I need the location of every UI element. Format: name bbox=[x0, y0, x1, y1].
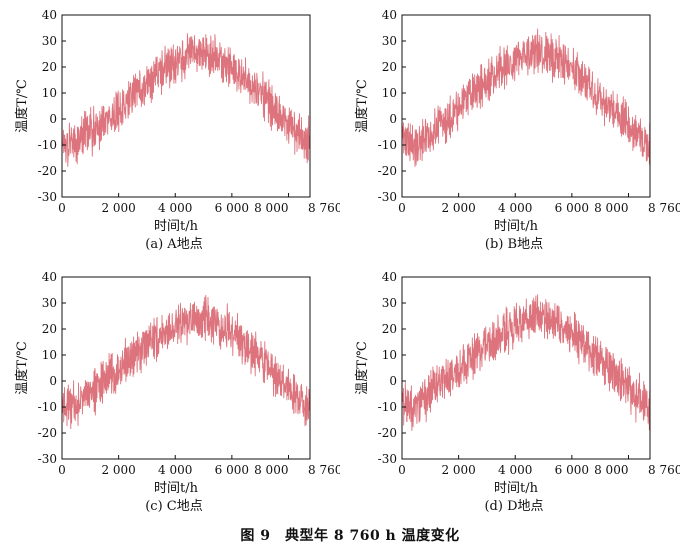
panel-caption: (b) B地点 bbox=[485, 237, 543, 252]
x-tick-label: 0 bbox=[398, 463, 406, 477]
y-tick-label: 40 bbox=[42, 8, 57, 22]
y-tick-label: 30 bbox=[382, 296, 397, 310]
x-tick-label: 8 760 bbox=[648, 201, 680, 215]
x-tick-label: 6 000 bbox=[555, 463, 589, 477]
y-tick-label: -10 bbox=[378, 138, 397, 152]
y-tick-label: -30 bbox=[378, 452, 397, 466]
plot-frame bbox=[61, 14, 311, 198]
y-tick-label: 10 bbox=[382, 348, 397, 362]
figure-caption: 图 9 典型年 8 760 h 温度变化 bbox=[240, 528, 460, 544]
temperature-series-line bbox=[401, 294, 651, 431]
y-tick-label: -30 bbox=[38, 452, 57, 466]
x-tick-label: 4 000 bbox=[498, 201, 532, 215]
y-tick-label: 10 bbox=[42, 86, 57, 100]
y-tick-label: 0 bbox=[389, 374, 397, 388]
x-tick-label: 0 bbox=[58, 463, 66, 477]
temperature-series-line bbox=[401, 28, 651, 167]
chart-panel-1: -30 -20 -10 0 10 20 30 40 0 2 000 4 000 6 000 8 000 8… bbox=[0, 0, 342, 266]
y-tick-label: 20 bbox=[382, 60, 397, 74]
y-axis-title: 温度T/℃ bbox=[14, 79, 30, 133]
x-tick-label: 6 000 bbox=[215, 201, 249, 215]
chart-svg: -30 -20 -10 0 10 20 30 40 0 2 000 4 000 6 000 8 000 8… bbox=[354, 270, 682, 514]
y-tick-label: 0 bbox=[389, 112, 397, 126]
chart-panel-2: -30 -20 -10 0 10 20 30 40 0 2 000 4 000 6 000 8 000 8… bbox=[340, 0, 682, 266]
y-tick-label: -10 bbox=[378, 400, 397, 414]
x-tick-label: 2 000 bbox=[101, 201, 135, 215]
y-tick-label: 20 bbox=[42, 322, 57, 336]
y-tick-label: 10 bbox=[42, 348, 57, 362]
x-tick-label: 8 000 bbox=[254, 201, 288, 215]
y-tick-label: 20 bbox=[382, 322, 397, 336]
x-tick-label: 2 000 bbox=[441, 463, 475, 477]
x-tick-label: 4 000 bbox=[158, 201, 192, 215]
x-axis-title: 时间t/h bbox=[154, 481, 199, 496]
x-tick-label: 4 000 bbox=[158, 463, 192, 477]
x-tick-label: 2 000 bbox=[441, 201, 475, 215]
x-tick-label: 0 bbox=[58, 201, 66, 215]
x-tick-label: 8 000 bbox=[594, 463, 628, 477]
x-axis-title: 时间t/h bbox=[494, 481, 539, 496]
y-tick-label: 40 bbox=[382, 8, 397, 22]
x-tick-label: 0 bbox=[398, 201, 406, 215]
chart-panel-3: -30 -20 -10 0 10 20 30 40 0 2 000 4 000 6 000 8 000 8… bbox=[0, 262, 342, 528]
y-tick-label: 10 bbox=[382, 86, 397, 100]
plot-frame bbox=[401, 276, 651, 460]
y-axis-title: 温度T/℃ bbox=[14, 341, 30, 395]
x-tick-label: 8 760 bbox=[648, 463, 680, 477]
y-tick-label: 0 bbox=[49, 374, 57, 388]
x-tick-label: 8 760 bbox=[308, 201, 340, 215]
y-tick-label: -20 bbox=[378, 164, 397, 178]
temperature-series-line bbox=[61, 33, 311, 167]
y-tick-label: 0 bbox=[49, 112, 57, 126]
x-tick-label: 8 760 bbox=[308, 463, 340, 477]
y-axis-title: 温度T/℃ bbox=[354, 341, 370, 395]
y-tick-label: 20 bbox=[42, 60, 57, 74]
y-tick-label: 30 bbox=[42, 34, 57, 48]
panel-caption: (a) A地点 bbox=[145, 237, 202, 252]
chart-panel-4: -30 -20 -10 0 10 20 30 40 0 2 000 4 000 6 000 8 000 8… bbox=[340, 262, 682, 528]
y-tick-label: 30 bbox=[382, 34, 397, 48]
x-tick-label: 8 000 bbox=[254, 463, 288, 477]
x-axis-title: 时间t/h bbox=[494, 219, 539, 234]
chart-svg: -30 -20 -10 0 10 20 30 40 0 2 000 4 000 6 000 8 000 8… bbox=[354, 8, 682, 252]
panel-caption: (d) D地点 bbox=[484, 499, 543, 514]
plot-frame bbox=[401, 14, 651, 198]
panel-caption: (c) C地点 bbox=[145, 499, 203, 514]
y-tick-label: 30 bbox=[42, 296, 57, 310]
y-tick-label: 40 bbox=[42, 270, 57, 284]
x-axis-title: 时间t/h bbox=[154, 219, 199, 234]
temperature-series-line bbox=[61, 294, 311, 430]
y-tick-label: -10 bbox=[38, 138, 57, 152]
y-axis-title: 温度T/℃ bbox=[354, 79, 370, 133]
y-tick-label: -10 bbox=[38, 400, 57, 414]
y-tick-label: -30 bbox=[378, 190, 397, 204]
x-tick-label: 2 000 bbox=[101, 463, 135, 477]
x-tick-label: 6 000 bbox=[215, 463, 249, 477]
chart-svg: -30 -20 -10 0 10 20 30 40 0 2 000 4 000 6 000 8 000 8… bbox=[14, 270, 342, 514]
y-tick-label: 40 bbox=[382, 270, 397, 284]
x-tick-label: 8 000 bbox=[594, 201, 628, 215]
y-tick-label: -20 bbox=[38, 426, 57, 440]
x-tick-label: 6 000 bbox=[555, 201, 589, 215]
chart-svg: -30 -20 -10 0 10 20 30 40 0 2 000 4 000 6 000 8 000 8… bbox=[14, 8, 342, 252]
y-tick-label: -20 bbox=[38, 164, 57, 178]
plot-frame bbox=[61, 276, 311, 460]
y-tick-label: -20 bbox=[378, 426, 397, 440]
x-tick-label: 4 000 bbox=[498, 463, 532, 477]
y-tick-label: -30 bbox=[38, 190, 57, 204]
